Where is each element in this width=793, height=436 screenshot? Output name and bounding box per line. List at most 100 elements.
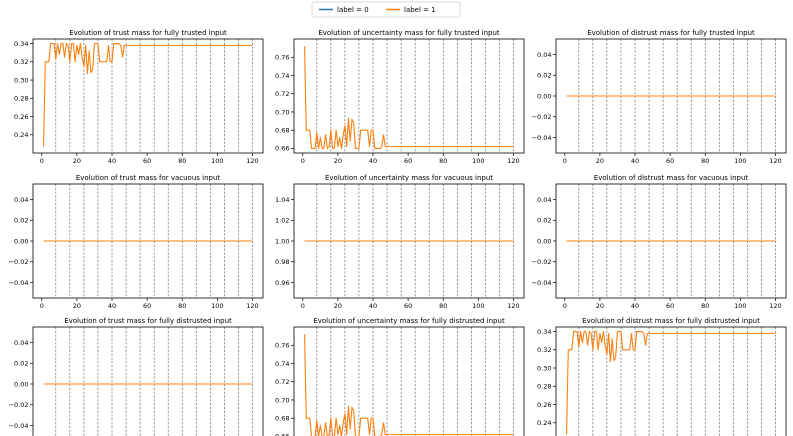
chart-panel-9: Evolution of distrust mass for fully dis… [537, 317, 787, 436]
y-tick-label: 0.02 [537, 217, 551, 225]
x-tick-label: 0 [301, 157, 305, 165]
axes-frame [555, 326, 787, 436]
axes-frame [293, 38, 525, 154]
chart-panel-5: Evolution of uncertainty mass for vacuou… [275, 174, 525, 310]
x-tick-label: 20 [596, 157, 604, 165]
y-tick-label: 0.30 [14, 76, 28, 84]
x-tick-label: 40 [108, 302, 116, 310]
chart-title: Evolution of distrust mass for vacuous i… [594, 174, 749, 182]
x-tick-label: 60 [666, 157, 674, 165]
x-tick-label: 60 [404, 302, 412, 310]
chart-title: Evolution of distrust mass for fully tru… [587, 29, 755, 37]
x-tick-label: 40 [631, 157, 639, 165]
x-tick-label: 80 [701, 157, 709, 165]
x-tick-label: 0 [301, 302, 305, 310]
legend: label = 0 label = 1 [311, 1, 461, 18]
y-tick-label: 0.02 [537, 72, 551, 80]
y-tick-label: 0.98 [275, 258, 289, 266]
y-tick-label: 0.00 [537, 92, 551, 100]
x-tick-label: 20 [73, 157, 81, 165]
y-tick-label: 0.30 [537, 364, 551, 372]
y-tick-label: 0.00 [14, 380, 28, 388]
y-tick-label: 0.72 [275, 90, 289, 98]
series-line [565, 331, 776, 435]
y-tick-label: 0.68 [275, 127, 289, 135]
chart-panel-2: Evolution of uncertainty mass for fully … [275, 29, 525, 165]
x-tick-label: 0 [563, 157, 567, 165]
chart-panel-1: Evolution of trust mass for fully truste… [14, 29, 264, 165]
chart-panel-7: Evolution of trust mass for fully distru… [9, 317, 264, 436]
y-tick-label: 0.02 [14, 217, 28, 225]
y-tick-label: 0.28 [14, 95, 28, 103]
subplot-grid: Evolution of trust mass for fully truste… [9, 29, 787, 436]
x-tick-label: 40 [369, 157, 377, 165]
x-tick-label: 100 [211, 302, 223, 310]
x-tick-label: 100 [734, 302, 746, 310]
y-tick-label: 0.70 [275, 108, 289, 116]
x-tick-label: 0 [563, 302, 567, 310]
x-tick-label: 100 [472, 157, 484, 165]
y-tick-label: 0.72 [275, 378, 289, 386]
x-tick-label: 100 [734, 157, 746, 165]
y-tick-label: 0.00 [14, 237, 28, 245]
x-tick-label: 60 [143, 157, 151, 165]
chart-title: Evolution of distrust mass for fully dis… [582, 317, 760, 325]
y-tick-label: −0.04 [9, 422, 29, 430]
chart-panel-8: Evolution of uncertainty mass for fully … [275, 317, 525, 436]
chart-title: Evolution of trust mass for fully truste… [69, 29, 227, 37]
y-tick-label: 0.66 [275, 433, 289, 436]
y-tick-label: 0.76 [275, 54, 289, 62]
y-tick-label: −0.02 [532, 258, 552, 266]
x-tick-label: 100 [472, 302, 484, 310]
x-tick-label: 60 [404, 157, 412, 165]
x-tick-label: 0 [40, 302, 44, 310]
x-tick-label: 40 [631, 302, 639, 310]
x-tick-label: 60 [143, 302, 151, 310]
y-tick-label: −0.04 [532, 134, 552, 142]
x-tick-label: 80 [178, 157, 186, 165]
y-tick-label: 0.76 [275, 342, 289, 350]
y-tick-label: 0.04 [14, 339, 28, 347]
y-tick-label: 0.04 [537, 196, 551, 204]
x-tick-label: 120 [769, 157, 781, 165]
chart-panel-6: Evolution of distrust mass for vacuous i… [532, 174, 787, 310]
y-tick-label: −0.02 [532, 113, 552, 121]
y-tick-label: 0.02 [14, 360, 28, 368]
y-tick-label: 1.02 [275, 217, 289, 225]
y-tick-label: 0.32 [537, 346, 551, 354]
axes-frame [32, 38, 264, 154]
chart-title: Evolution of uncertainty mass for fully … [313, 317, 505, 325]
y-tick-label: 1.00 [275, 237, 289, 245]
x-tick-label: 80 [439, 157, 447, 165]
x-tick-label: 120 [769, 302, 781, 310]
y-tick-label: 0.96 [275, 279, 289, 287]
y-tick-label: −0.02 [9, 401, 29, 409]
series-line [303, 334, 514, 436]
y-tick-label: 0.24 [537, 419, 551, 427]
chart-panel-3: Evolution of distrust mass for fully tru… [532, 29, 787, 165]
y-tick-label: 1.04 [275, 196, 289, 204]
y-tick-label: 0.34 [537, 328, 551, 336]
chart-title: Evolution of uncertainty mass for fully … [318, 29, 500, 37]
y-tick-label: 0.04 [14, 196, 28, 204]
x-tick-label: 120 [507, 302, 519, 310]
y-tick-label: 0.26 [14, 113, 28, 121]
series-line [42, 43, 253, 147]
x-tick-label: 20 [334, 157, 342, 165]
x-tick-label: 20 [73, 302, 81, 310]
series-line [303, 46, 514, 149]
x-tick-label: 120 [246, 302, 258, 310]
y-tick-label: 0.04 [537, 51, 551, 59]
x-tick-label: 120 [246, 157, 258, 165]
y-tick-label: 0.34 [14, 40, 28, 48]
x-tick-label: 40 [369, 302, 377, 310]
x-tick-label: 80 [439, 302, 447, 310]
x-tick-label: 100 [211, 157, 223, 165]
y-tick-label: 0.68 [275, 415, 289, 423]
chart-panel-4: Evolution of trust mass for vacuous inpu… [9, 174, 264, 310]
y-tick-label: −0.02 [9, 258, 29, 266]
x-tick-label: 60 [666, 302, 674, 310]
axes-frame [32, 326, 264, 436]
y-tick-label: 0.28 [537, 383, 551, 391]
